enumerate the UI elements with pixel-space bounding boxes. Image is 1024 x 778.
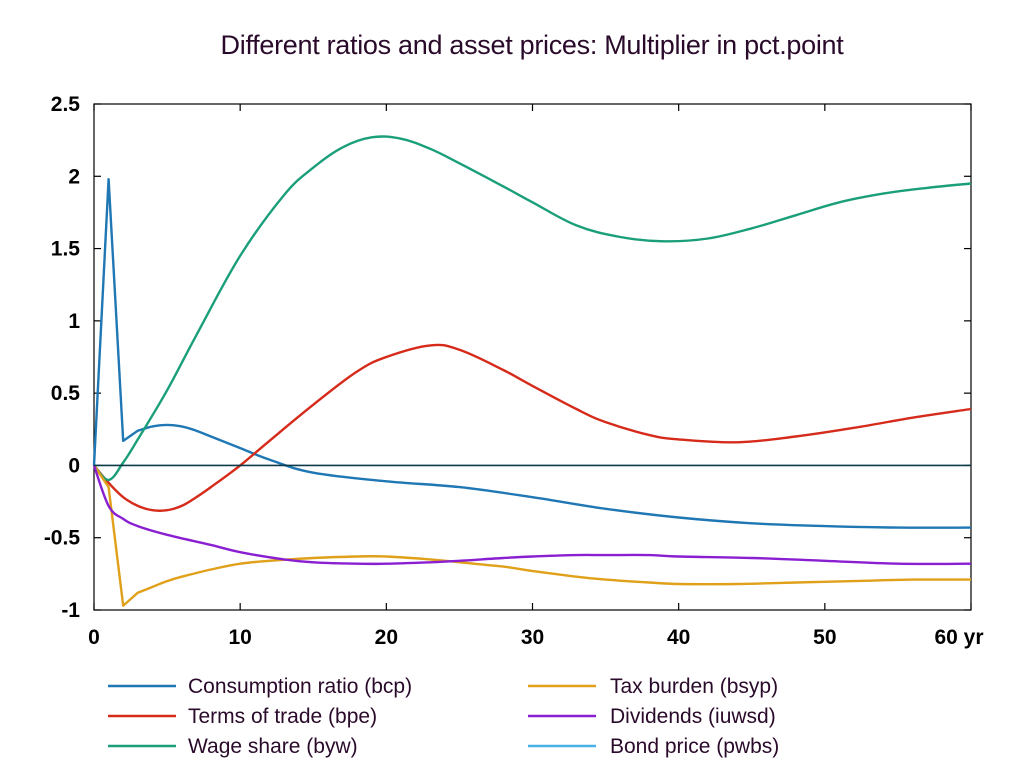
x-tick-label-6: 60 yr [934, 626, 983, 649]
x-tick-label-4: 40 [667, 626, 690, 649]
legend-label-5: Bond price (pwbs) [610, 735, 779, 758]
series-line-1 [93, 343, 972, 512]
series-line-2 [93, 135, 972, 482]
series-line-4 [92, 464, 972, 566]
x-tick-label-0: 0 [88, 626, 100, 649]
tick-labels: -1 -0.5 0 0.5 1 1.5 2 2.5 0 10 20 30 40 50 60 yr [44, 93, 984, 649]
x-tick-label-2: 20 [375, 626, 398, 649]
x-tick-label-5: 50 [813, 626, 836, 649]
y-tick-label-3: 0.5 [51, 382, 81, 405]
y-tick-label-2: 0 [68, 454, 80, 477]
plot-area-border [93, 103, 972, 611]
x-tick-label-1: 10 [228, 626, 251, 649]
legend: Consumption ratio (bcp) Terms of trade (b… [108, 675, 779, 758]
y-tick-label-1: -0.5 [44, 527, 81, 550]
x-tick-label-3: 30 [521, 626, 544, 649]
plot-frame [93, 103, 972, 611]
axis-ticks [93, 103, 972, 611]
legend-label-1: Terms of trade (bpe) [188, 705, 377, 728]
y-tick-label-7: 2.5 [51, 93, 81, 116]
chart-title: Different ratios and asset prices: Multi… [220, 30, 844, 60]
legend-label-0: Consumption ratio (bcp) [188, 675, 412, 698]
series-lines [92, 135, 972, 607]
series-line-0 [92, 178, 972, 529]
y-tick-label-5: 1.5 [51, 238, 81, 261]
series-line-3 [93, 464, 972, 607]
y-tick-label-4: 1 [68, 310, 80, 333]
legend-label-2: Wage share (byw) [188, 735, 358, 758]
legend-label-3: Tax burden (bsyp) [610, 675, 778, 698]
y-tick-label-0: -1 [61, 599, 80, 622]
y-tick-label-6: 2 [68, 165, 80, 188]
legend-label-4: Dividends (iuwsd) [610, 705, 776, 728]
